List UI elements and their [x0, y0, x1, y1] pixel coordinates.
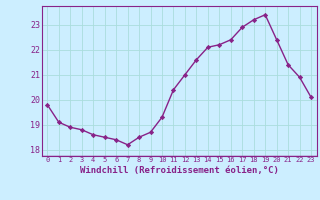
X-axis label: Windchill (Refroidissement éolien,°C): Windchill (Refroidissement éolien,°C) — [80, 166, 279, 175]
